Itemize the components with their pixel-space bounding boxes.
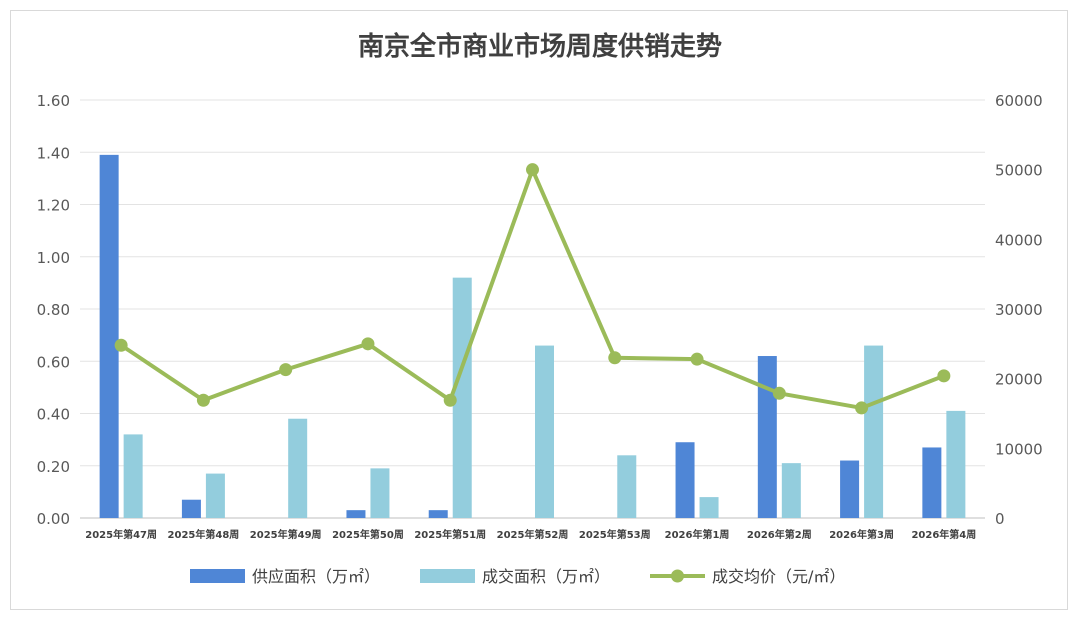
supply-bar xyxy=(428,510,448,518)
price-point xyxy=(690,352,704,366)
y-axis-right: 0 10000 20000 30000 40000 50000 60000 xyxy=(995,92,1043,528)
supply-bar xyxy=(922,447,942,518)
deal-bar xyxy=(699,497,719,518)
legend-label: 供应面积（万㎡） xyxy=(252,567,380,586)
price-point xyxy=(114,338,128,352)
supply-bar xyxy=(181,499,201,518)
y-left-tick-label: 1.60 xyxy=(37,92,70,110)
legend-label: 成交面积（万㎡） xyxy=(482,567,610,586)
y-left-tick-label: 0.00 xyxy=(37,510,70,528)
legend-swatch xyxy=(420,569,475,583)
price-point xyxy=(608,351,622,365)
deal-bar xyxy=(946,410,966,518)
x-tick-label: 2026年第4周 xyxy=(911,528,976,541)
deal-bar xyxy=(617,455,637,518)
price-point xyxy=(526,163,539,177)
chart-title: 南京全市商业市场周度供销走势 xyxy=(358,31,722,62)
supply-bar xyxy=(346,510,366,518)
deal-bar xyxy=(205,473,225,518)
y-left-tick-label: 1.40 xyxy=(37,144,70,162)
y-left-tick-label: 0.60 xyxy=(37,353,70,371)
supply-bar xyxy=(757,356,777,518)
y-right-tick-label: 0 xyxy=(995,510,1005,528)
price-point xyxy=(772,386,786,400)
supply-bar xyxy=(840,460,860,518)
price-point xyxy=(855,401,869,415)
x-tick-label: 2025年第53周 xyxy=(579,528,651,541)
deal-bar xyxy=(452,277,472,518)
x-tick-label: 2026年第3周 xyxy=(829,528,894,541)
deal-bar xyxy=(288,418,308,518)
deal-bar xyxy=(864,345,884,518)
bar-series xyxy=(99,154,966,519)
legend-swatch xyxy=(190,569,245,583)
x-tick-label: 2025年第48周 xyxy=(168,528,240,541)
y-left-tick-label: 1.20 xyxy=(37,197,70,215)
x-axis: 2025年第47周 2025年第48周 2025年第49周 2025年第50周 2025… xyxy=(85,528,976,541)
y-right-tick-label: 10000 xyxy=(995,440,1043,458)
y-right-tick-label: 30000 xyxy=(995,301,1043,319)
legend-label: 成交均价（元/㎡） xyxy=(712,567,845,586)
x-tick-label: 2026年第2周 xyxy=(747,528,812,541)
deal-bar xyxy=(535,345,554,518)
x-tick-label: 2025年第47周 xyxy=(85,528,157,541)
price-point xyxy=(279,363,293,377)
y-axis-left: 0.00 0.20 0.40 0.60 0.80 1.00 1.20 1.40 1.60 xyxy=(37,92,70,528)
x-tick-label: 2025年第51周 xyxy=(414,528,486,541)
x-tick-label: 2025年第50周 xyxy=(332,528,404,541)
y-left-tick-label: 0.80 xyxy=(37,301,70,319)
y-right-tick-label: 40000 xyxy=(995,231,1043,249)
x-tick-label: 2025年第52周 xyxy=(497,528,569,541)
y-right-tick-label: 60000 xyxy=(995,92,1043,110)
supply-bar xyxy=(675,442,695,518)
y-right-tick-label: 20000 xyxy=(995,371,1043,389)
y-right-tick-label: 50000 xyxy=(995,162,1043,180)
line-series xyxy=(114,163,951,415)
price-point xyxy=(196,393,210,407)
price-line xyxy=(120,167,945,410)
price-point xyxy=(361,337,375,351)
price-point xyxy=(443,393,457,407)
y-left-tick-label: 0.20 xyxy=(37,458,70,476)
deal-bar xyxy=(123,434,143,518)
legend-marker xyxy=(671,569,684,583)
legend: 供应面积（万㎡） 成交面积（万㎡） 成交均价（元/㎡） xyxy=(190,567,845,586)
deal-bar xyxy=(781,463,801,518)
x-tick-label: 2025年第49周 xyxy=(250,528,322,541)
x-tick-label: 2026年第1周 xyxy=(665,528,730,541)
deal-bar xyxy=(370,468,390,518)
price-point xyxy=(937,369,951,383)
supply-bar xyxy=(99,154,119,519)
y-left-tick-label: 1.00 xyxy=(37,249,70,267)
gridlines xyxy=(80,99,985,519)
y-left-tick-label: 0.40 xyxy=(37,406,70,424)
